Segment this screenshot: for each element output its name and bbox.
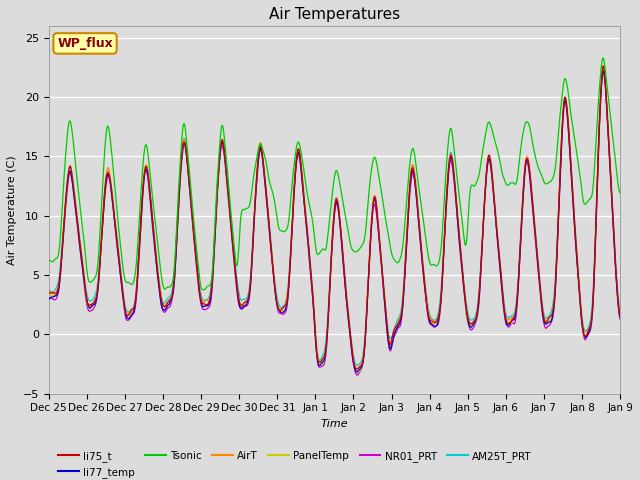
Line: PanelTemp: PanelTemp xyxy=(49,71,620,372)
AirT xyxy=(158,298,166,304)
li77_temp xyxy=(353,369,360,375)
AirT xyxy=(353,366,360,372)
Tsonic xyxy=(424,248,431,253)
li75_t xyxy=(499,285,506,290)
li75_t xyxy=(353,366,360,372)
PanelTemp xyxy=(45,293,52,299)
AM25T_PRT xyxy=(172,249,180,254)
NR01_PRT xyxy=(499,291,506,297)
AirT xyxy=(236,300,243,305)
AirT xyxy=(424,304,431,310)
Tsonic xyxy=(616,190,624,196)
Title: Air Temperatures: Air Temperatures xyxy=(269,7,400,22)
li75_t xyxy=(548,310,556,315)
Tsonic xyxy=(172,243,180,249)
li75_t xyxy=(424,308,431,313)
li77_temp xyxy=(158,303,166,309)
Tsonic xyxy=(158,276,166,282)
NR01_PRT xyxy=(353,372,361,378)
Tsonic xyxy=(599,55,607,61)
AM25T_PRT xyxy=(353,362,360,368)
Tsonic xyxy=(45,257,52,263)
PanelTemp xyxy=(548,313,556,319)
Line: Tsonic: Tsonic xyxy=(49,58,620,290)
li77_temp xyxy=(424,308,431,313)
PanelTemp xyxy=(172,254,180,260)
AM25T_PRT xyxy=(45,287,52,292)
PanelTemp xyxy=(355,370,362,375)
Line: li75_t: li75_t xyxy=(49,66,620,369)
AirT xyxy=(616,310,624,315)
Text: WP_flux: WP_flux xyxy=(57,37,113,50)
li77_temp xyxy=(172,256,180,262)
Line: NR01_PRT: NR01_PRT xyxy=(49,73,620,375)
li75_t xyxy=(45,289,52,295)
PanelTemp xyxy=(158,300,166,306)
AM25T_PRT xyxy=(158,296,166,302)
li75_t xyxy=(158,299,166,304)
li77_temp xyxy=(499,289,506,295)
AM25T_PRT xyxy=(600,66,607,72)
Line: AM25T_PRT: AM25T_PRT xyxy=(49,69,620,365)
Tsonic xyxy=(499,170,506,176)
AirT xyxy=(45,289,52,295)
PanelTemp xyxy=(600,68,607,73)
li77_temp xyxy=(616,313,624,319)
AM25T_PRT xyxy=(548,303,556,309)
li77_temp xyxy=(236,303,243,309)
li77_temp xyxy=(600,69,607,74)
NR01_PRT xyxy=(548,315,556,321)
li77_temp xyxy=(45,296,52,302)
AM25T_PRT xyxy=(236,294,243,300)
AM25T_PRT xyxy=(424,300,431,306)
Line: li77_temp: li77_temp xyxy=(49,72,620,372)
AM25T_PRT xyxy=(616,305,624,311)
PanelTemp xyxy=(236,300,243,305)
X-axis label: Time: Time xyxy=(321,419,348,429)
li75_t xyxy=(236,300,243,306)
AirT xyxy=(172,254,180,260)
AM25T_PRT xyxy=(499,282,506,288)
PanelTemp xyxy=(616,312,624,317)
AirT xyxy=(499,285,506,291)
NR01_PRT xyxy=(45,296,52,301)
AirT xyxy=(548,310,556,315)
AirT xyxy=(599,64,607,70)
li75_t xyxy=(600,63,607,69)
NR01_PRT xyxy=(236,304,243,310)
NR01_PRT xyxy=(172,259,180,264)
Tsonic xyxy=(548,176,556,181)
NR01_PRT xyxy=(158,304,166,310)
Tsonic xyxy=(236,224,244,230)
li77_temp xyxy=(548,313,556,319)
Tsonic xyxy=(199,287,207,293)
NR01_PRT xyxy=(616,316,624,322)
NR01_PRT xyxy=(424,311,431,316)
li75_t xyxy=(616,312,624,318)
li75_t xyxy=(172,252,180,257)
Legend: li75_t, li77_temp, Tsonic, AirT, PanelTemp, NR01_PRT, AM25T_PRT: li75_t, li77_temp, Tsonic, AirT, PanelTe… xyxy=(54,446,536,480)
NR01_PRT xyxy=(600,70,607,76)
PanelTemp xyxy=(424,305,431,311)
Y-axis label: Air Temperature (C): Air Temperature (C) xyxy=(7,155,17,264)
Line: AirT: AirT xyxy=(49,67,620,369)
PanelTemp xyxy=(499,288,506,294)
